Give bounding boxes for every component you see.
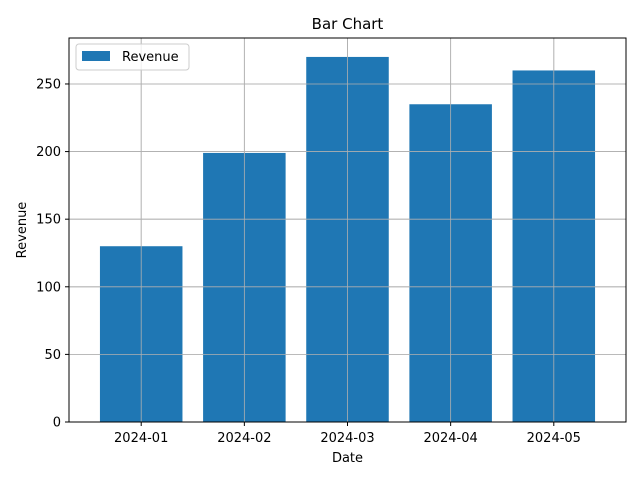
legend: Revenue — [75, 43, 190, 71]
y-tick-label: 50 — [44, 348, 61, 363]
y-axis-ticks: 0 50 100 150 200 250 — [36, 77, 69, 431]
y-tick-label: 250 — [36, 77, 61, 92]
x-axis-label: Date — [332, 451, 363, 466]
legend-box — [75, 43, 190, 71]
y-tick-label: 0 — [53, 416, 61, 431]
x-tick-label: 2024-02 — [217, 431, 271, 446]
y-tick-label: 100 — [36, 280, 61, 295]
y-tick-label: 150 — [36, 213, 61, 228]
y-axis-label: Revenue — [15, 202, 30, 259]
x-tick-label: 2024-01 — [114, 431, 168, 446]
chart-title: Bar Chart — [312, 15, 384, 33]
legend-swatch — [82, 51, 110, 61]
x-tick-label: 2024-05 — [527, 431, 581, 446]
x-axis-ticks: 2024-01 2024-02 2024-03 2024-04 2024-05 — [114, 422, 581, 446]
x-tick-label: 2024-04 — [423, 431, 477, 446]
legend-label: Revenue — [122, 50, 179, 65]
x-tick-label: 2024-03 — [320, 431, 374, 446]
y-tick-label: 200 — [36, 145, 61, 160]
